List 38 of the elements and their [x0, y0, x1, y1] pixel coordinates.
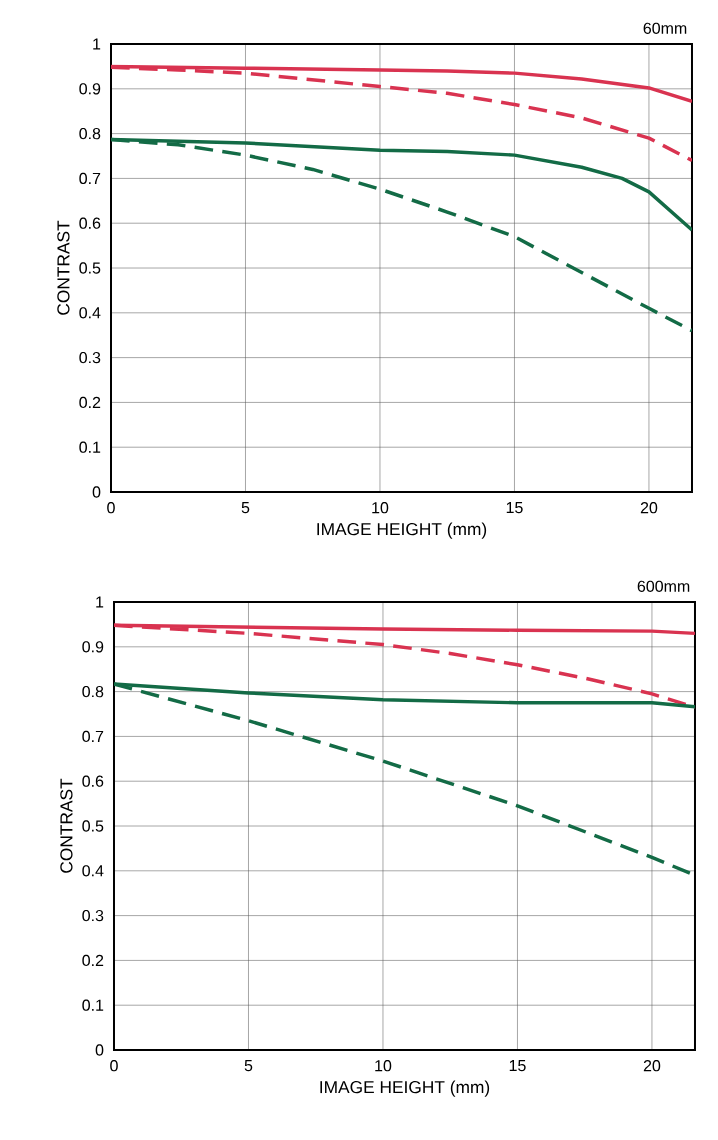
- y-tick-label: 0.5: [79, 262, 101, 274]
- y-tick-label: 0.8: [82, 685, 104, 698]
- y-tick-label: 0.5: [82, 820, 104, 832]
- chart-title: 600mm: [637, 580, 690, 592]
- chart-title: 60mm: [643, 22, 687, 34]
- x-tick-label: 5: [241, 502, 250, 514]
- x-tick-label: 15: [506, 502, 523, 514]
- y-tick-label: 0.4: [79, 307, 101, 319]
- x-tick-label: 0: [110, 1060, 118, 1072]
- y-tick-label: 0.9: [79, 83, 101, 95]
- y-tick-label: 0.1: [82, 999, 104, 1011]
- x-axis-title: IMAGE HEIGHT (mm): [320, 1080, 490, 1097]
- y-tick-label: 0.8: [79, 127, 101, 140]
- y-axis-title: CONTRAST: [60, 778, 73, 873]
- y-tick-label: 0.4: [82, 865, 104, 877]
- x-tick-label: 15: [509, 1060, 526, 1072]
- x-tick-label: 10: [372, 502, 389, 514]
- y-tick-label: 0.1: [79, 441, 101, 453]
- x-axis-title: IMAGE HEIGHT (mm): [317, 522, 487, 539]
- y-axis-title: CONTRAST: [57, 220, 70, 315]
- y-tick-label: 1: [96, 596, 104, 608]
- y-tick-label: 0.6: [82, 775, 104, 787]
- y-tick-label: 1: [93, 38, 101, 50]
- y-tick-label: 0.3: [82, 909, 104, 922]
- x-tick-label: 10: [375, 1060, 392, 1072]
- y-tick-label: 0.6: [79, 217, 101, 229]
- y-tick-label: 0.2: [79, 396, 101, 409]
- y-tick-label: 0.7: [79, 172, 101, 185]
- y-tick-label: 0: [95, 1044, 104, 1056]
- y-tick-label: 0: [92, 486, 101, 498]
- y-tick-label: 0.7: [82, 730, 104, 743]
- x-tick-label: 20: [643, 1060, 661, 1072]
- x-tick-label: 0: [107, 502, 115, 514]
- y-tick-label: 0.9: [82, 641, 104, 653]
- y-tick-label: 0.3: [79, 351, 101, 364]
- x-tick-label: 20: [640, 502, 658, 514]
- y-tick-label: 0.2: [82, 954, 104, 967]
- x-tick-label: 5: [244, 1060, 253, 1072]
